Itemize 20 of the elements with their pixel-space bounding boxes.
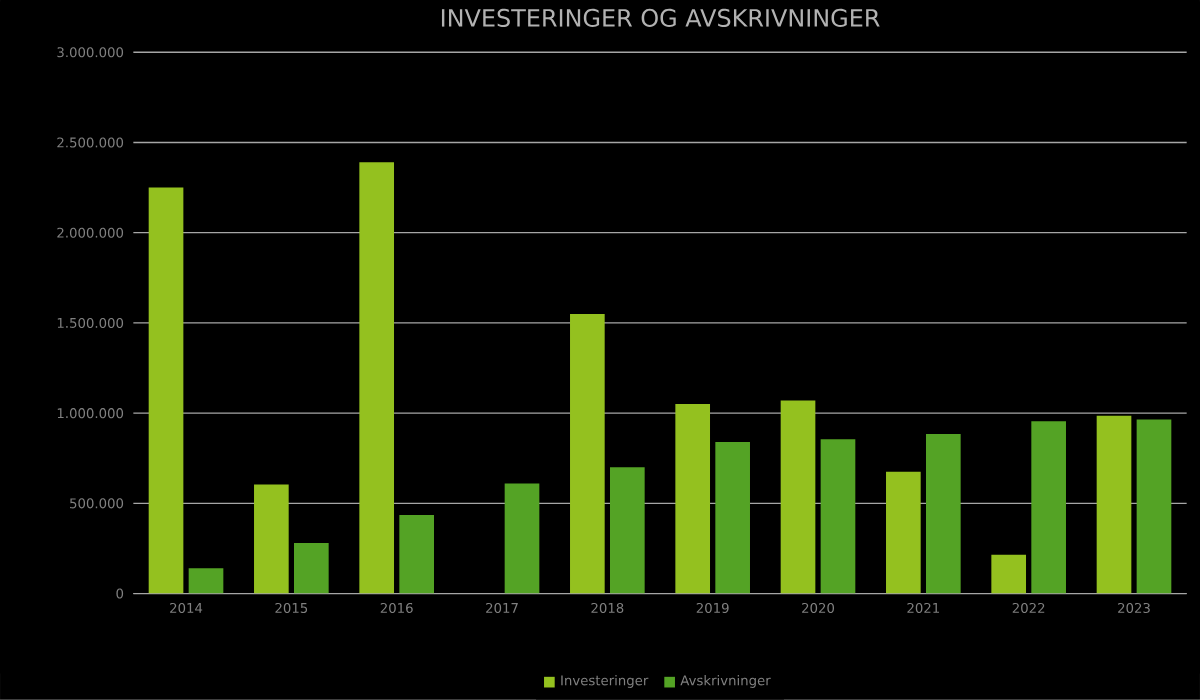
bar [504,483,540,594]
bar [610,467,645,594]
bar [188,568,224,594]
bar [715,442,750,594]
bar [254,484,289,594]
bar [148,187,184,594]
bar [926,433,961,594]
bar [780,400,816,594]
bar [570,314,605,594]
bar [1136,419,1172,594]
bar [991,554,1027,594]
chart-title: INVESTERINGER OG AVSKRIVNINGER [441,8,880,28]
bar [675,404,711,594]
bar [1096,415,1132,594]
bar [294,543,329,594]
bar [1031,421,1066,594]
bar [359,162,395,594]
bar [886,471,921,594]
bar [399,515,435,594]
bar [820,439,856,594]
